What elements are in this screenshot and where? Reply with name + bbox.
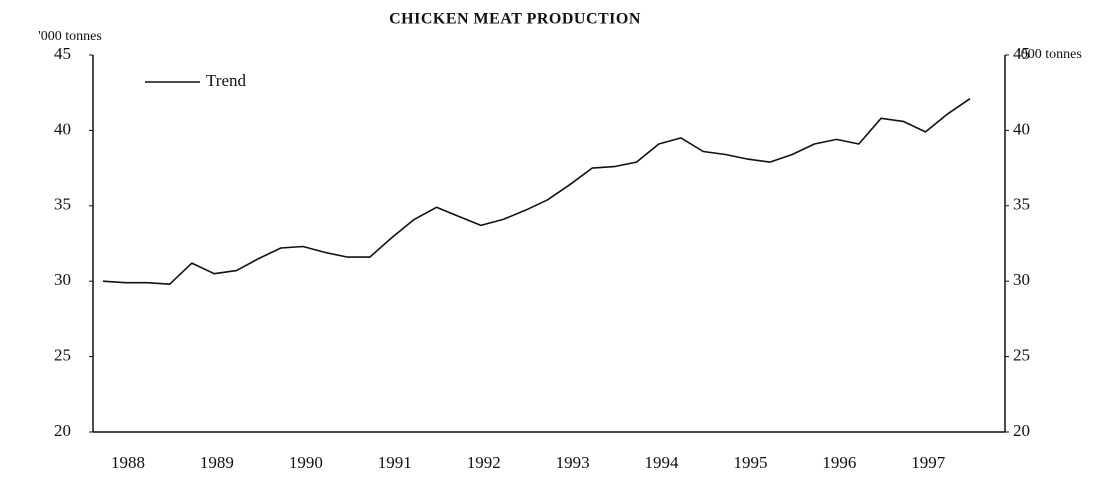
y-tick-label: 45 <box>54 44 71 63</box>
y2-tick-label: 45 <box>1013 44 1030 63</box>
y2-tick-label: 40 <box>1013 119 1030 138</box>
y2-tick-label: 25 <box>1013 346 1030 365</box>
y2-tick-label: 30 <box>1013 270 1030 289</box>
x-tick-label: 1990 <box>289 453 323 472</box>
y-tick-label: 20 <box>54 421 71 440</box>
x-tick-label: 1988 <box>111 453 145 472</box>
y2-tick-label: 20 <box>1013 421 1030 440</box>
y-tick-label: 25 <box>54 346 71 365</box>
x-tick-label: 1997 <box>911 453 946 472</box>
legend-label: Trend <box>206 71 246 90</box>
x-tick-label: 1989 <box>200 453 234 472</box>
x-tick-label: 1995 <box>733 453 767 472</box>
x-tick-label: 1991 <box>378 453 412 472</box>
x-tick-label: 1994 <box>645 453 680 472</box>
y-tick-label: 35 <box>54 195 71 214</box>
y2-axis-label: '000 tonnes <box>1018 47 1082 62</box>
x-tick-label: 1993 <box>556 453 590 472</box>
x-tick-label: 1992 <box>467 453 501 472</box>
chart-title: CHICKEN MEAT PRODUCTION <box>389 11 641 28</box>
y-tick-label: 30 <box>54 270 71 289</box>
y-tick-label: 40 <box>54 119 71 138</box>
trend-line <box>102 98 971 285</box>
y2-tick-label: 35 <box>1013 195 1030 214</box>
x-tick-label: 1996 <box>822 453 856 472</box>
y-axis-label: '000 tonnes <box>38 29 102 44</box>
